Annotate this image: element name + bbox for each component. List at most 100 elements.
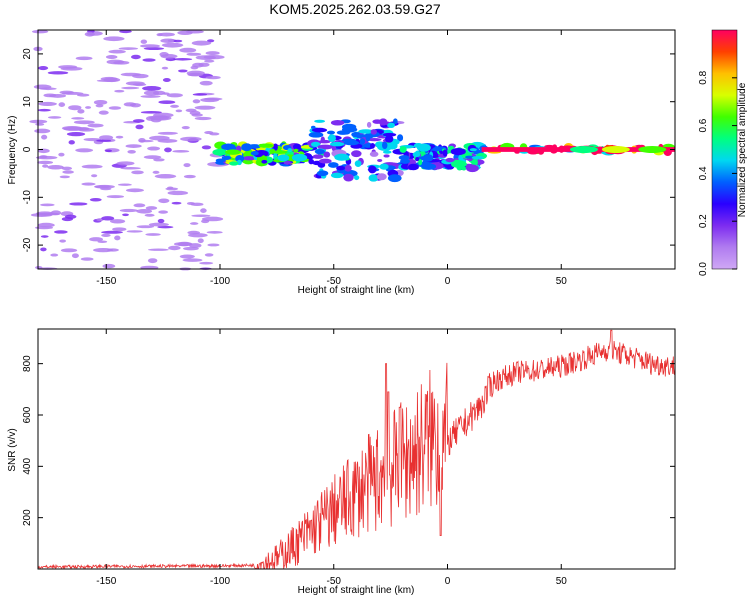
heatmap-cell bbox=[61, 166, 73, 171]
heatmap-cell bbox=[95, 104, 104, 108]
heatmap-cell bbox=[54, 230, 68, 234]
heatmap-cell bbox=[358, 129, 374, 134]
heatmap-cell bbox=[179, 47, 197, 53]
x-tick-label: 50 bbox=[556, 576, 568, 587]
heatmap-cell bbox=[198, 62, 210, 67]
heatmap-cell bbox=[273, 150, 288, 154]
heatmap-cell bbox=[173, 57, 193, 61]
colorbar-label: Normalized spectral amplitude bbox=[737, 82, 748, 217]
heatmap-cell bbox=[442, 149, 448, 157]
heatmap-cell bbox=[41, 134, 48, 140]
heatmap-cell bbox=[154, 174, 177, 179]
heatmap-cell bbox=[177, 241, 192, 247]
spectrogram-signal-layer bbox=[212, 118, 676, 183]
heatmap-cell bbox=[150, 117, 162, 123]
heatmap-cell bbox=[167, 190, 189, 196]
heatmap-cell bbox=[183, 163, 191, 168]
snr-y-ticks: 200 400 600 800 bbox=[22, 355, 675, 526]
heatmap-cell bbox=[47, 116, 62, 119]
snr-series-line bbox=[37, 329, 676, 570]
heatmap-cell bbox=[142, 86, 162, 91]
heatmap-cell bbox=[329, 141, 345, 147]
heatmap-cell bbox=[69, 202, 88, 206]
heatmap-cell bbox=[416, 143, 431, 152]
x-tick-label: 50 bbox=[556, 276, 568, 287]
heatmap-cell bbox=[145, 233, 161, 236]
heatmap-cell bbox=[80, 257, 94, 261]
heatmap-cell bbox=[81, 182, 96, 186]
x-tick-label: -50 bbox=[327, 576, 342, 587]
heatmap-cell bbox=[39, 87, 57, 91]
snr-x-ticks: -150 -100 -50 0 50 bbox=[96, 329, 567, 587]
heatmap-cell bbox=[382, 150, 392, 154]
heatmap-cell bbox=[102, 263, 116, 269]
heatmap-cell bbox=[291, 153, 308, 162]
heatmap-cell bbox=[382, 141, 388, 150]
heatmap-cell bbox=[168, 245, 181, 251]
heatmap-cell bbox=[204, 131, 214, 135]
spectrogram-x-label: Height of straight line (km) bbox=[298, 285, 415, 296]
heatmap-cell bbox=[377, 158, 383, 162]
snr-panel: -150 -100 -50 0 50 200 400 600 800 Height of st… bbox=[7, 328, 676, 596]
heatmap-cell bbox=[140, 95, 161, 98]
heatmap-cell bbox=[142, 58, 156, 62]
heatmap-cell bbox=[68, 140, 75, 145]
heatmap-cell bbox=[120, 72, 142, 77]
heatmap-cell bbox=[175, 109, 183, 113]
heatmap-cell bbox=[205, 75, 221, 80]
heatmap-cell bbox=[205, 51, 220, 56]
spectrogram-x-ticks: -150 -100 -50 0 50 bbox=[96, 30, 567, 287]
heatmap-cell bbox=[461, 166, 467, 171]
heatmap-cell bbox=[221, 143, 236, 151]
heatmap-cell bbox=[330, 119, 345, 126]
heatmap-cell bbox=[370, 142, 375, 149]
heatmap-cell bbox=[199, 80, 213, 86]
heatmap-cell bbox=[107, 248, 119, 252]
heatmap-cell bbox=[157, 225, 174, 229]
heatmap-cell bbox=[422, 154, 434, 162]
heatmap-cell bbox=[185, 108, 197, 113]
heatmap-cell bbox=[160, 38, 176, 43]
colorbar-tick-label: 0.8 bbox=[698, 70, 709, 84]
heatmap-cell bbox=[47, 71, 69, 75]
heatmap-cell bbox=[229, 161, 239, 166]
heatmap-cell bbox=[126, 230, 143, 233]
heatmap-cell bbox=[101, 216, 115, 221]
heatmap-cell bbox=[75, 56, 93, 61]
heatmap-cell bbox=[382, 132, 397, 137]
y-tick-label: 600 bbox=[22, 406, 33, 423]
heatmap-cell bbox=[451, 161, 457, 168]
heatmap-cell bbox=[59, 239, 67, 243]
heatmap-cell bbox=[38, 66, 49, 71]
heatmap-cell bbox=[471, 159, 478, 167]
colorbar: 0.0 0.2 0.4 0.6 0.8 Normalized spectral ampl… bbox=[698, 29, 748, 276]
heatmap-cell bbox=[215, 148, 227, 156]
heatmap-cell bbox=[378, 118, 388, 126]
heatmap-cell bbox=[412, 151, 421, 158]
heatmap-cell bbox=[367, 138, 382, 142]
heatmap-cell bbox=[143, 155, 162, 160]
heatmap-cell bbox=[77, 109, 85, 114]
heatmap-cell bbox=[60, 66, 83, 71]
heatmap-cell bbox=[166, 93, 183, 98]
heatmap-cell bbox=[314, 119, 326, 123]
heatmap-cell bbox=[200, 208, 207, 213]
heatmap-cell bbox=[315, 133, 322, 138]
heatmap-cell bbox=[116, 161, 135, 166]
heatmap-cell bbox=[172, 149, 190, 153]
heatmap-cell bbox=[330, 172, 344, 179]
heatmap-cell bbox=[387, 174, 402, 183]
spectrogram-noise-layer bbox=[29, 29, 229, 271]
x-tick-label: 0 bbox=[445, 276, 451, 287]
heatmap-cell bbox=[312, 154, 324, 159]
heatmap-cell bbox=[120, 167, 141, 170]
spectrogram-y-ticks: -20 -10 0 10 20 bbox=[22, 48, 675, 252]
heatmap-cell bbox=[368, 165, 377, 174]
snr-frame bbox=[37, 328, 676, 570]
heatmap-cell bbox=[418, 158, 423, 166]
heatmap-cell bbox=[570, 146, 598, 153]
heatmap-cell bbox=[94, 185, 111, 188]
heatmap-cell bbox=[132, 119, 145, 123]
heatmap-cell bbox=[148, 248, 169, 251]
heatmap-cell bbox=[188, 233, 208, 238]
